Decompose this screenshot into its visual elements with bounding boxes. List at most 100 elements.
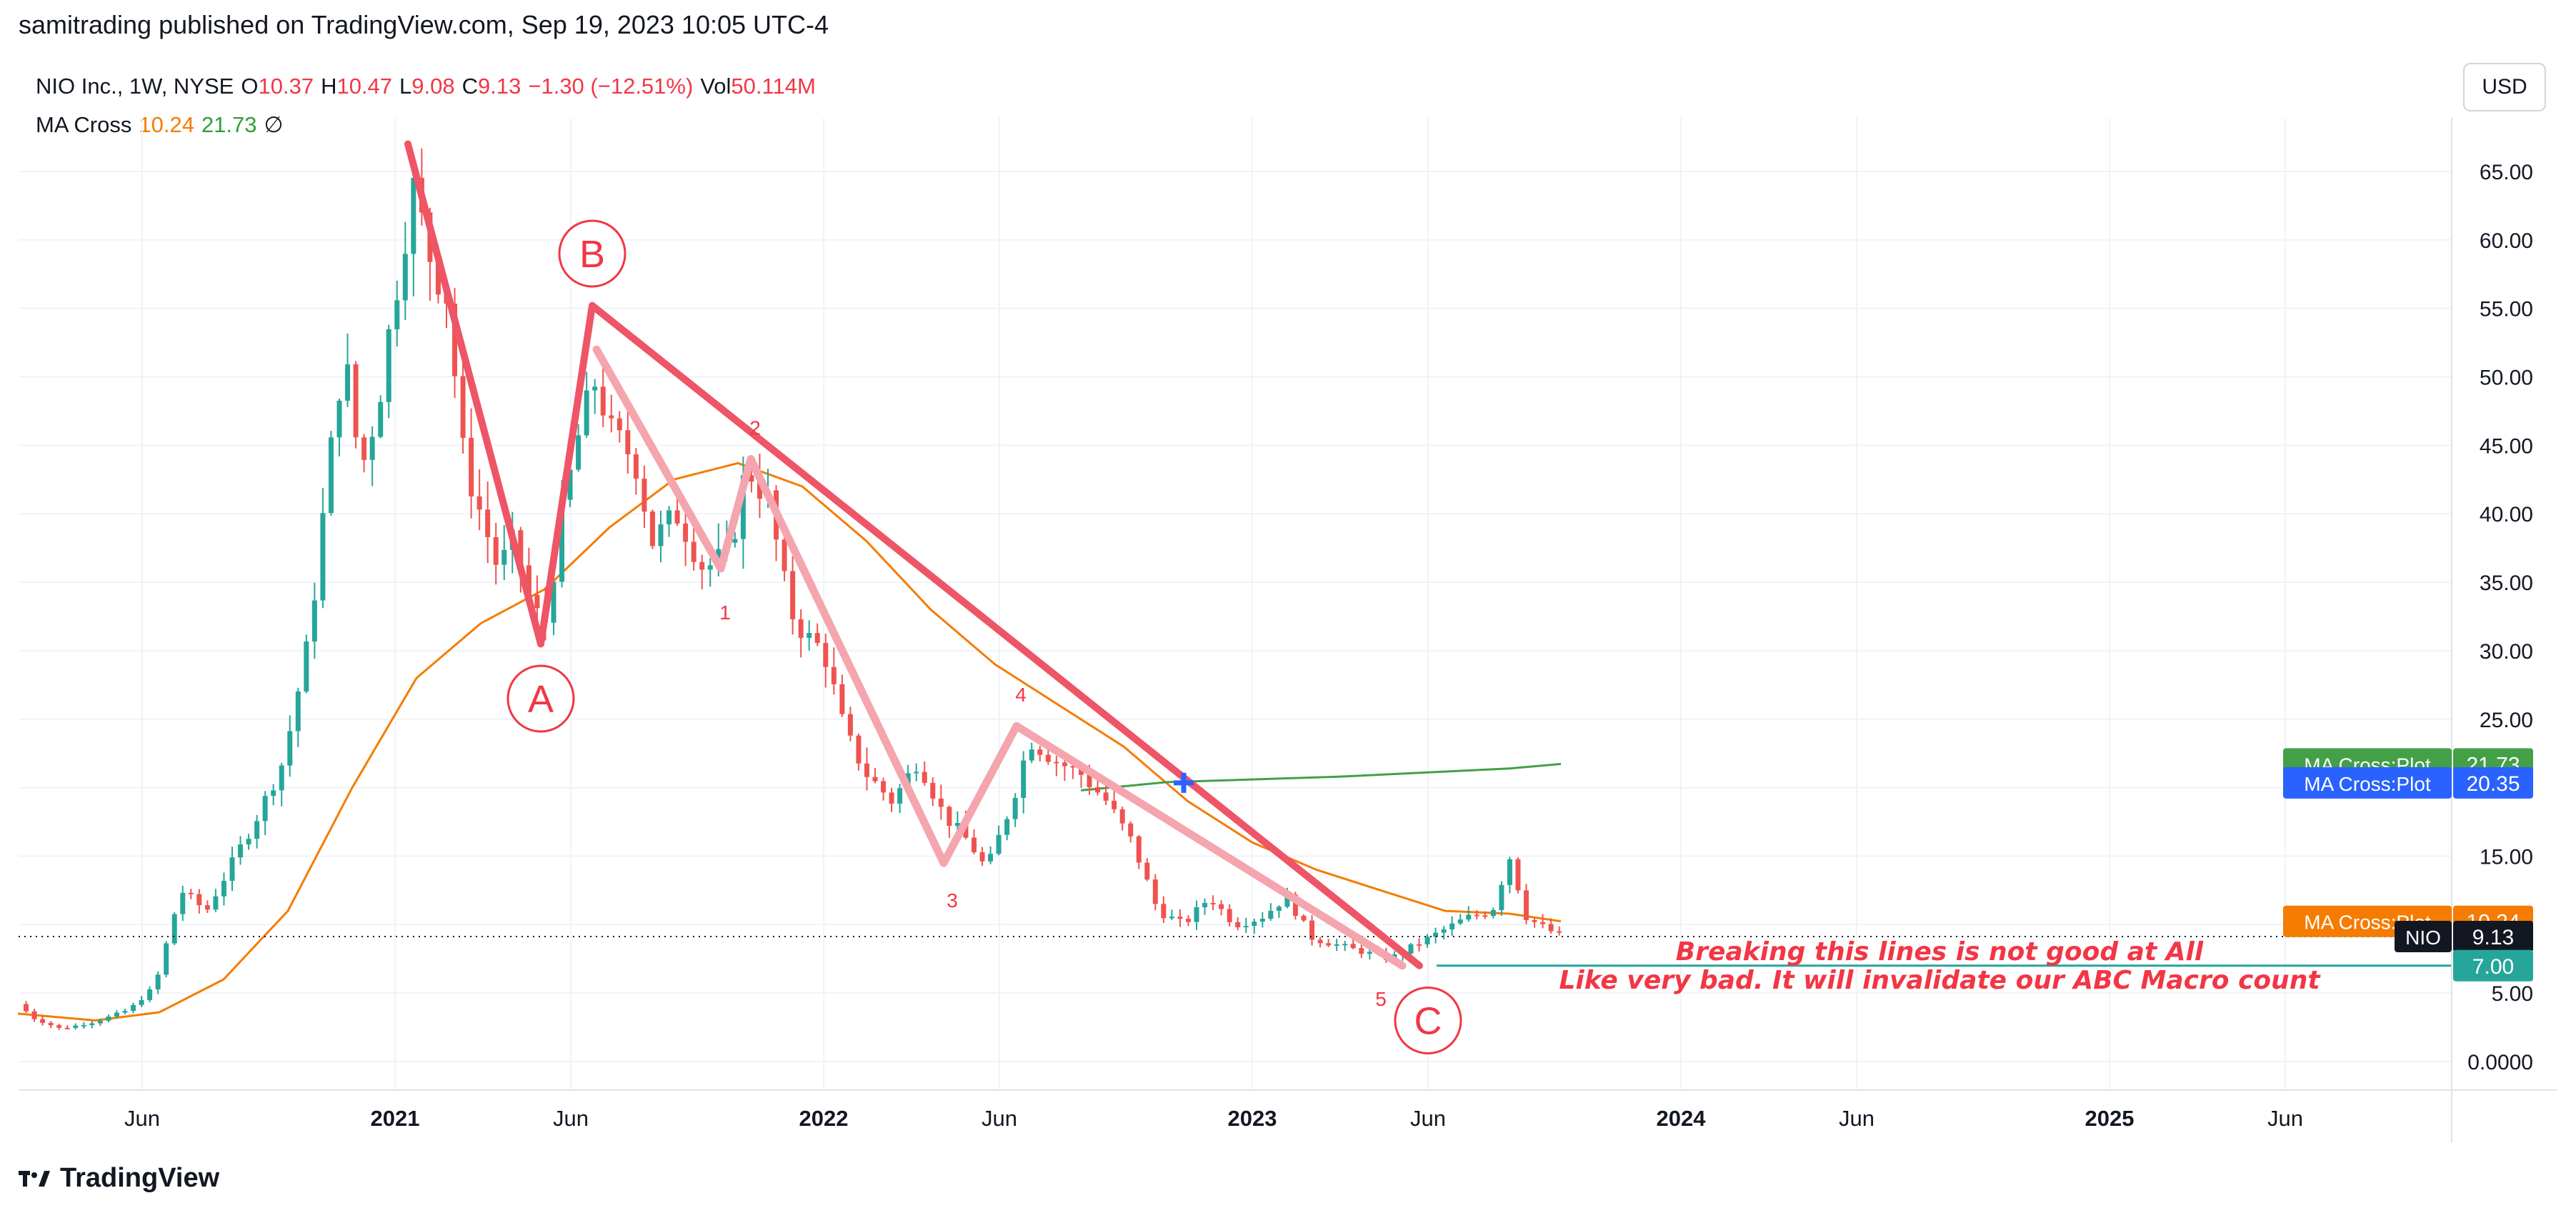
y-tick-label: 65.00 (2480, 161, 2533, 184)
candle-body (798, 619, 804, 638)
candle-body (469, 437, 474, 496)
candle-body (1062, 762, 1067, 767)
indicator-name[interactable]: MA Cross (36, 112, 132, 137)
open-group: O10.37 (241, 67, 314, 106)
candle-body (674, 510, 680, 524)
candle-body (938, 798, 944, 807)
candle-body (1185, 919, 1191, 922)
y-tick-label: 55.00 (2480, 298, 2533, 321)
candle-body (1309, 920, 1315, 940)
candle-body (930, 782, 936, 799)
candle-body (31, 1011, 37, 1019)
price-tag-value-box (2453, 920, 2533, 952)
candle-body (1070, 766, 1076, 768)
candle-body (1119, 809, 1125, 824)
candle-body (279, 765, 284, 791)
candle-body (287, 731, 293, 766)
candle-body (131, 1004, 136, 1012)
candle-body (1054, 762, 1059, 764)
candle-body (386, 329, 391, 402)
candle-body (271, 790, 276, 797)
y-tick-label: 25.00 (2480, 709, 2533, 732)
candle-body (658, 524, 664, 546)
x-tick-label: 2023 (1228, 1106, 1277, 1131)
candle-body (1078, 767, 1084, 775)
candle-body (452, 304, 458, 376)
moving-averages (17, 461, 1562, 1022)
candle-body (1004, 819, 1010, 835)
price-tag-value-box (2453, 949, 2533, 982)
x-tick-label: 2025 (2085, 1106, 2135, 1131)
high-label: H (321, 74, 337, 99)
candle-body (1417, 944, 1422, 946)
main-wave-line (404, 140, 544, 648)
candle-body (847, 714, 853, 736)
candle-body (740, 475, 746, 539)
candle-body (988, 854, 994, 862)
candle-body (501, 549, 507, 565)
candle-body (1482, 915, 1488, 917)
candle-body (1524, 890, 1529, 920)
tradingview-logo[interactable]: TradingView (19, 1163, 219, 1194)
price-tag-value: 20.35 (2466, 772, 2520, 796)
price-tag-label-box (2395, 920, 2452, 952)
candle-body (1474, 914, 1479, 917)
candle-body (609, 415, 614, 419)
x-tick-label: Jun (553, 1106, 589, 1131)
inner-wave-line (939, 722, 1021, 867)
candle-body (1012, 797, 1018, 819)
y-tick-label: 0.0000 (2467, 1051, 2533, 1074)
candle-body (114, 1012, 119, 1017)
candle-body (616, 418, 622, 431)
candle-body (979, 852, 985, 862)
currency-button[interactable]: USD (2463, 63, 2546, 111)
candle-body (147, 989, 153, 1000)
wave-label-minor: 5 (1375, 988, 1387, 1010)
candle-body (1317, 939, 1323, 944)
candle-body (782, 539, 787, 571)
price-tag-value: 9.13 (2472, 926, 2514, 949)
candle-body (1334, 944, 1339, 946)
y-tick-label: 50.00 (2480, 366, 2533, 390)
candle-body (1424, 937, 1430, 944)
y-tick-label: 35.00 (2480, 571, 2533, 595)
high-group: H10.47 (321, 67, 392, 106)
candle-body (73, 1025, 79, 1028)
candle-body (839, 684, 845, 714)
candle-body (1557, 931, 1562, 933)
candle-body (139, 999, 144, 1005)
indicator-row[interactable]: MA Cross 10.24 21.73 ∅ (36, 106, 816, 144)
x-tick-label: 2024 (1657, 1106, 1707, 1131)
candle-body (1259, 919, 1265, 922)
candle-body (304, 641, 309, 692)
candle-body (311, 600, 317, 642)
candle-body (485, 509, 491, 538)
candle-body (1532, 919, 1537, 922)
y-tick-label: 45.00 (2480, 434, 2533, 458)
candle-body (345, 364, 351, 401)
candle-body (559, 499, 565, 582)
cross-marker (1174, 772, 1194, 793)
candle-body (749, 475, 754, 482)
candle-body (460, 376, 466, 438)
candle-body (576, 435, 581, 470)
wave-label-minor: 2 (749, 416, 761, 439)
candle-body (1457, 919, 1463, 924)
wave-label-major: B (579, 233, 605, 276)
open-value: 10.37 (258, 74, 314, 99)
candle-body (81, 1024, 86, 1027)
wave-label-major: C (1414, 999, 1442, 1042)
chart-legend: NIO Inc., 1W, NYSE O10.37 H10.47 L9.08 C… (36, 67, 816, 144)
candle-body (378, 401, 384, 437)
ma-fast-value: 10.24 (139, 112, 194, 137)
candle-body (1350, 944, 1356, 949)
candle-body (1103, 792, 1109, 801)
candle-body (353, 364, 359, 438)
candle-body (320, 513, 326, 601)
candle-body (518, 530, 524, 566)
candle-body (881, 781, 887, 793)
symbol-title[interactable]: NIO Inc., 1W, NYSE (36, 74, 234, 99)
inner-wave-line (747, 455, 948, 867)
